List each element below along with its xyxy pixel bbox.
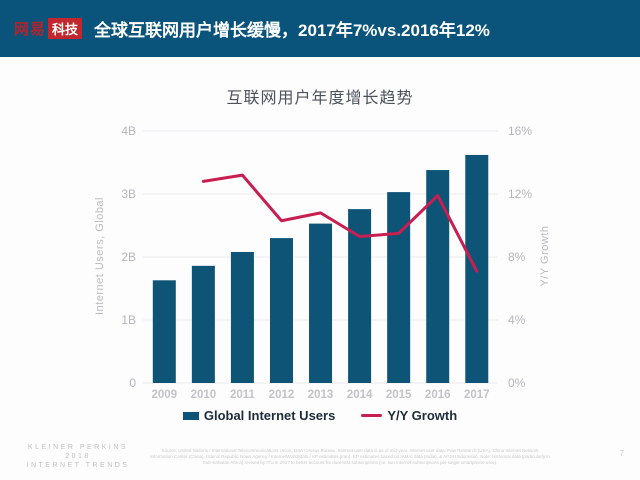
brand-line-1: KLEINER PERKINS [27, 444, 129, 451]
bar-2011 [230, 251, 254, 383]
bar-2017 [465, 154, 489, 383]
bar-2015 [387, 192, 411, 383]
brand-line-3: INTERNET TRENDS [26, 462, 130, 470]
netease-tech-logo: 网易 科技 [14, 18, 83, 39]
axis-tick-label: 3B [121, 187, 136, 201]
axis-tick-label: 1B [121, 313, 136, 327]
legend-item-growth: Y/Y Growth [361, 408, 457, 423]
axis-tick-label: 2015 [386, 389, 412, 401]
left-axis-title: Internet Users, Global [94, 197, 106, 315]
axis-tick-label: 16% [508, 124, 532, 138]
legend-bar-swatch [182, 411, 199, 420]
axis-tick-label: 2013 [308, 389, 334, 401]
axis-tick-label: 2016 [425, 389, 451, 401]
bar-2014 [348, 209, 372, 383]
axis-tick-label: 2017 [464, 389, 490, 401]
kleiner-perkins-brand: KLEINER PERKINS 2018 INTERNET TRENDS [8, 443, 148, 470]
header-bar: 网易 科技 全球互联网用户增长缓慢，2017年7%vs.2016年12% [0, 0, 640, 57]
source-note: Source: United Nations / International T… [150, 448, 550, 466]
logo-netease-text: 网易 [14, 21, 47, 38]
right-axis-title: Y/Y Growth [539, 225, 551, 287]
bar-2009 [152, 280, 176, 383]
bar-2010 [191, 265, 215, 383]
bar-2016 [426, 170, 450, 383]
chart-legend: Global Internet Users Y/Y Growth [0, 408, 640, 423]
axis-tick-label: 4% [508, 313, 526, 327]
growth-line [201, 173, 479, 273]
chart-title: 互联网用户年度增长趋势 [226, 90, 414, 107]
axis-tick-label: 2012 [269, 389, 295, 401]
legend-item-users: Global Internet Users [182, 408, 336, 423]
bar-2013 [309, 223, 333, 383]
page-number: 7 [619, 449, 624, 458]
axis-tick-label: 4B [121, 124, 136, 138]
axis-tick-label: 0% [508, 376, 526, 390]
brand-line-2: 2018 [65, 453, 91, 461]
axis-tick-label: 2009 [152, 389, 178, 401]
axis-tick-label: 2011 [230, 389, 256, 401]
article-title: 全球互联网用户增长缓慢，2017年7%vs.2016年12% [94, 21, 490, 40]
legend-line-swatch [361, 414, 383, 417]
legend-line-label: Y/Y Growth [387, 408, 458, 423]
bar-2012 [269, 238, 293, 383]
legend-bar-label: Global Internet Users [203, 408, 336, 423]
axis-tick-label: 0 [129, 376, 136, 390]
axis-tick-label: 2B [121, 250, 136, 264]
axis-tick-label: 12% [508, 187, 532, 201]
axis-tick-label: 8% [508, 250, 526, 264]
axis-tick-label: 2010 [191, 389, 217, 401]
axis-tick-label: 2014 [347, 389, 373, 401]
logo-tech-badge: 科技 [48, 18, 83, 39]
source-note-wrap: Source: United Nations / International T… [150, 448, 550, 474]
